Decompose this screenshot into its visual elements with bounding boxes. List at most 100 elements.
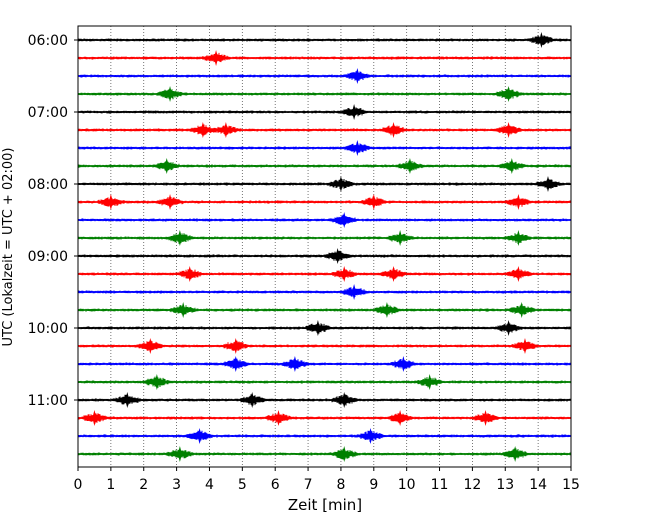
event-spike-21-2 <box>397 410 403 426</box>
trace-1 <box>77 50 572 66</box>
trace-17 <box>77 338 572 354</box>
event-spike-21-3 <box>483 410 488 426</box>
event-spike-22-0 <box>197 428 202 444</box>
x-tick-label: 11 <box>431 477 449 493</box>
y-axis-ticks: 06:00 07:00 08:00 09:00 10:00 11:00 <box>28 33 78 409</box>
trace-13 <box>77 266 572 282</box>
x-tick-label: 7 <box>304 477 313 493</box>
event-spike-19-0 <box>154 374 159 390</box>
y-tick-label: 09:00 <box>28 249 68 265</box>
event-spike-9-2 <box>371 194 376 210</box>
event-spike-19-1 <box>427 374 432 390</box>
x-axis-ticks: 0 1 2 3 4 5 6 7 8 9 10 11 12 13 14 15 <box>74 467 580 493</box>
x-tick-label: 6 <box>271 477 280 493</box>
trace-23 <box>77 446 572 462</box>
x-tick-label: 15 <box>562 477 580 493</box>
event-spike-15-1 <box>384 302 390 318</box>
event-spike-5-0 <box>200 122 206 138</box>
trace-14 <box>77 284 572 300</box>
event-spike-17-2 <box>522 338 528 354</box>
event-spike-12-0 <box>335 248 340 264</box>
event-spike-3-1 <box>506 86 511 102</box>
x-tick-label: 4 <box>205 477 214 493</box>
trace-3 <box>77 86 572 102</box>
event-spike-3-0 <box>167 86 173 102</box>
trace-10 <box>77 212 572 228</box>
trace-22 <box>77 428 572 444</box>
event-spike-18-0 <box>233 356 238 372</box>
trace-9 <box>77 194 572 210</box>
trace-20 <box>77 392 572 408</box>
plot-frame <box>77 25 572 468</box>
trace-11 <box>77 230 572 246</box>
event-spike-7-0 <box>164 158 169 174</box>
event-spike-8-0 <box>338 176 344 192</box>
event-spike-8-1 <box>545 176 551 192</box>
event-spike-11-1 <box>397 230 403 246</box>
trace-0 <box>77 32 572 48</box>
x-tick-label: 8 <box>336 477 345 493</box>
trace-19 <box>77 374 572 390</box>
event-spike-11-0 <box>177 230 183 246</box>
event-spike-13-3 <box>516 266 521 282</box>
trace-4 <box>77 104 572 120</box>
event-spike-21-1 <box>276 410 281 426</box>
event-spike-20-1 <box>250 392 255 408</box>
event-spike-15-2 <box>519 302 524 318</box>
event-spike-18-2 <box>401 356 406 372</box>
trace-12 <box>77 248 572 264</box>
event-spike-18-1 <box>292 356 298 372</box>
trace-15 <box>77 302 572 318</box>
event-spike-16-1 <box>506 320 511 336</box>
trace-5 <box>77 122 572 138</box>
event-spike-20-2 <box>342 392 347 408</box>
y-tick-label: 10:00 <box>28 321 68 337</box>
trace-6 <box>77 140 572 156</box>
y-tick-label: 06:00 <box>28 33 68 49</box>
event-spike-17-1 <box>233 338 238 354</box>
event-spike-13-2 <box>391 266 396 282</box>
x-tick-label: 3 <box>172 477 181 493</box>
y-tick-label: 08:00 <box>28 177 68 193</box>
trace-18 <box>77 356 572 372</box>
event-spike-4-0 <box>351 104 357 120</box>
event-spike-0-0 <box>539 32 544 48</box>
y-tick-label: 11:00 <box>28 393 68 409</box>
event-spike-23-1 <box>342 446 347 462</box>
x-tick-label: 1 <box>106 477 115 493</box>
y-tick-label: 07:00 <box>28 105 68 121</box>
event-spike-5-1 <box>223 122 229 138</box>
x-tick-label: 13 <box>496 477 514 493</box>
trace-21 <box>77 410 572 426</box>
event-spike-15-0 <box>181 302 186 318</box>
event-spike-7-1 <box>407 158 413 174</box>
event-spike-11-2 <box>516 230 521 246</box>
event-spike-10-0 <box>342 212 347 228</box>
x-axis-label: Zeit [min] <box>288 496 362 514</box>
event-spike-6-0 <box>355 140 360 156</box>
x-tick-label: 12 <box>463 477 481 493</box>
event-spike-22-1 <box>368 428 373 444</box>
event-spike-1-0 <box>213 50 219 66</box>
event-spike-9-0 <box>108 194 113 210</box>
x-tick-label: 14 <box>529 477 547 493</box>
event-spike-23-0 <box>177 446 183 462</box>
event-spike-23-2 <box>513 446 518 462</box>
seismic-traces <box>77 32 572 462</box>
event-spike-14-0 <box>351 284 357 300</box>
event-spike-5-2 <box>391 122 396 138</box>
trace-16 <box>77 320 572 336</box>
event-spike-7-2 <box>509 158 514 174</box>
x-tick-label: 9 <box>369 477 378 493</box>
y-axis-label: UTC (Lokalzeit = UTC + 02:00) <box>1 148 16 347</box>
event-spike-17-0 <box>148 338 153 354</box>
x-tick-label: 0 <box>74 477 83 493</box>
event-spike-20-0 <box>125 392 130 408</box>
event-spike-16-0 <box>315 320 321 336</box>
trace-7 <box>77 158 572 174</box>
event-spike-2-0 <box>355 68 360 84</box>
event-spike-5-3 <box>506 122 511 138</box>
trace-8 <box>77 176 572 192</box>
event-spike-13-0 <box>187 266 192 282</box>
